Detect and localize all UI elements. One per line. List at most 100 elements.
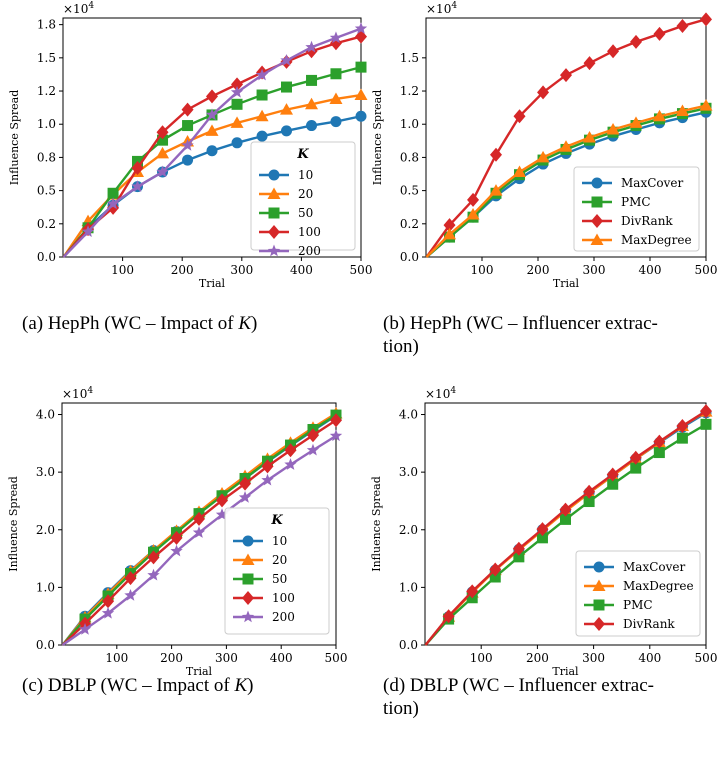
data-point: [329, 92, 343, 104]
data-point: [330, 116, 342, 128]
exponent-superscript: 4: [87, 386, 93, 396]
data-point: [124, 588, 137, 601]
legend-box: [575, 550, 701, 637]
y-tick-label: 0.0: [400, 250, 419, 264]
y-tick-label: 1.5: [37, 51, 56, 65]
y-tick-label: 0.0: [36, 638, 55, 652]
data-point: [606, 123, 620, 135]
chart-panel-c: 100 200 300 400 500 0.0 1.0 2.0 3.0 4.0 ×104 Trial I…: [0, 385, 363, 758]
exponent-label: ×104: [63, 1, 94, 16]
data-point: [147, 568, 160, 581]
exponent-label: ×104: [426, 1, 457, 16]
legend: K 10 20 50 100 200: [224, 507, 330, 635]
legend-marker: [242, 573, 254, 585]
y-tick-label: 1.5: [400, 51, 419, 65]
legend-label: 200: [298, 244, 321, 258]
legend-marker: [268, 207, 280, 219]
data-point: [281, 125, 292, 137]
x-tick-label: 100: [111, 263, 134, 277]
x-axis-label: Trial: [553, 277, 580, 290]
y-tick-label: 0.2: [37, 217, 56, 231]
y-tick-label: 2.0: [36, 523, 55, 537]
y-tick-label: 2.0: [399, 523, 418, 537]
data-point: [329, 31, 343, 44]
x-tick-label: 500: [695, 263, 718, 277]
data-point: [261, 473, 274, 486]
y-axis-label: Influence Spread: [371, 90, 384, 186]
x-tick-label: 500: [325, 651, 348, 665]
plot-frame: [62, 17, 362, 258]
data-point: [653, 109, 667, 122]
data-point: [700, 418, 712, 430]
legend-label: DivRank: [623, 617, 675, 631]
caption-d-line1: (d) DBLP (WC – Influencer extrac-: [383, 675, 654, 696]
legend-marker: [268, 225, 280, 239]
series-DivRank: [424, 404, 712, 646]
y-tick-label: 0.2: [400, 217, 419, 231]
data-point: [284, 458, 297, 470]
series-MaxDegree: [425, 99, 713, 258]
series-DivRank: [425, 12, 712, 258]
data-point: [78, 622, 92, 635]
data-point: [281, 81, 292, 93]
data-point: [467, 192, 480, 207]
series-200: [61, 429, 343, 646]
chart-c: 100 200 300 400 500 0.0 1.0 2.0 3.0 4.0 ×104 Trial I…: [7, 386, 348, 678]
legend-title: K: [270, 513, 283, 528]
legend-marker: [593, 561, 605, 573]
legend-marker: [590, 233, 604, 245]
caption-d: (d) DBLP (WC – Influencer extrac-tion): [383, 674, 723, 720]
exponent-label: ×104: [62, 386, 93, 401]
data-point: [280, 103, 293, 115]
data-point: [489, 184, 503, 196]
data-point: [653, 447, 665, 459]
x-tick-label: 400: [639, 263, 662, 277]
y-tick-label: 1.0: [37, 117, 56, 131]
data-point: [81, 225, 95, 238]
y-tick-label: 4.0: [399, 408, 418, 422]
data-point: [124, 571, 137, 586]
data-point: [583, 496, 595, 508]
exponent-superscript: 4: [450, 386, 456, 396]
plot-frame: [425, 17, 707, 258]
data-point: [102, 594, 115, 609]
y-tick-label: 0.0: [399, 638, 418, 652]
y-tick-label: 1.0: [36, 580, 55, 594]
legend-label: DivRank: [621, 214, 673, 228]
data-point: [131, 161, 144, 176]
data-point: [489, 571, 501, 583]
caption-a: (a) HepPh (WC – Impact of K): [22, 312, 257, 335]
data-point: [256, 130, 268, 142]
exponent-superscript: 4: [451, 1, 457, 11]
data-point: [354, 88, 368, 101]
x-tick-label: 400: [270, 651, 293, 665]
data-point: [583, 484, 596, 499]
data-point: [306, 443, 320, 456]
y-tick-label: 4.0: [36, 408, 55, 422]
plot-frame: [61, 402, 337, 646]
data-point: [607, 478, 619, 490]
legend-marker: [268, 169, 280, 181]
y-tick-label: 1.0: [400, 117, 419, 131]
data-point: [559, 502, 572, 517]
data-point: [230, 116, 244, 128]
y-axis-label: Influence Spread: [8, 90, 21, 186]
data-point: [205, 124, 219, 136]
caption-d-line2: tion): [383, 698, 419, 719]
data-point: [216, 493, 229, 508]
legend-label: 10: [272, 534, 287, 548]
data-point: [231, 98, 243, 110]
data-point: [583, 56, 596, 71]
data-point: [653, 26, 666, 41]
legend-label: PMC: [621, 195, 651, 209]
y-tick-label: 3.0: [399, 465, 418, 479]
caption-a-k: K: [238, 313, 252, 334]
data-point: [629, 116, 643, 128]
data-point: [131, 180, 144, 192]
y-tick-label: 3.0: [36, 465, 55, 479]
data-point: [193, 511, 205, 526]
y-tick-label: 0.8: [400, 150, 419, 164]
chart-a: 100 200 300 400 500 0.0 0.2 0.5 0.8 1.0 1.2 1.5 1.8 ×…: [8, 1, 372, 290]
legend: MaxCover MaxDegree PMC DivRank: [575, 550, 701, 637]
data-point: [157, 134, 169, 146]
